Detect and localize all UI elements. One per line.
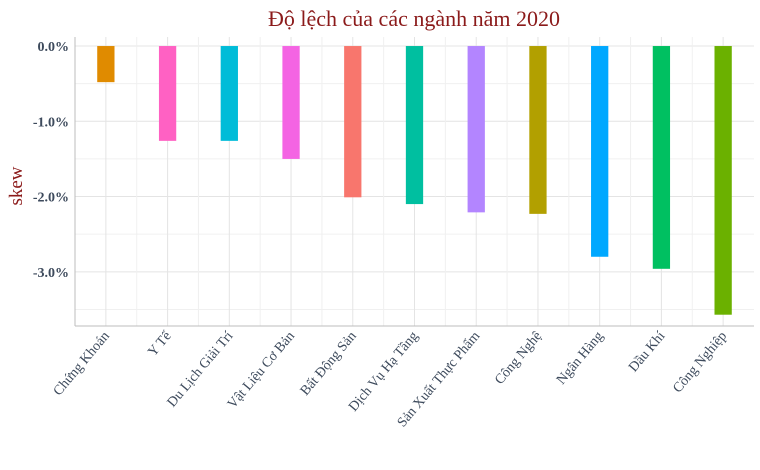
x-tick-label: Vật Liệu Cơ Bản (225, 329, 298, 412)
x-tick-label: Y Tế (145, 328, 175, 359)
bar (652, 46, 671, 269)
bars (97, 46, 732, 315)
bar (529, 46, 547, 214)
x-tick-label: Chứng Khoán (51, 329, 113, 399)
y-tick-label: -3.0% (33, 266, 69, 281)
x-tick-label: Du Lịch Giải Trí (165, 329, 237, 411)
bar (467, 46, 485, 213)
x-tick-label: Công Nghiệp (670, 329, 730, 396)
x-tick-label: Dầu Khí (626, 329, 668, 375)
bar (220, 46, 238, 141)
y-tick-label: 0.0% (38, 40, 70, 55)
x-tick-label: Ngân Hàng (554, 329, 607, 388)
chart-title: Độ lệch của các ngành năm 2020 (268, 6, 560, 31)
y-axis-label: skew (6, 166, 27, 205)
bar (158, 46, 177, 141)
bar (97, 46, 115, 83)
bar (282, 46, 300, 159)
bar (714, 46, 732, 315)
bar (405, 46, 424, 205)
bar (591, 46, 609, 257)
x-tick-label: Công Nghệ (492, 329, 545, 388)
y-tick-label: -2.0% (33, 191, 69, 206)
y-tick-label: -1.0% (33, 115, 69, 130)
bar (344, 46, 362, 198)
x-tick-label: Bất Động Sản (298, 329, 360, 399)
y-tick-labels: 0.0% -1.0% -2.0% -3.0% (33, 40, 69, 281)
